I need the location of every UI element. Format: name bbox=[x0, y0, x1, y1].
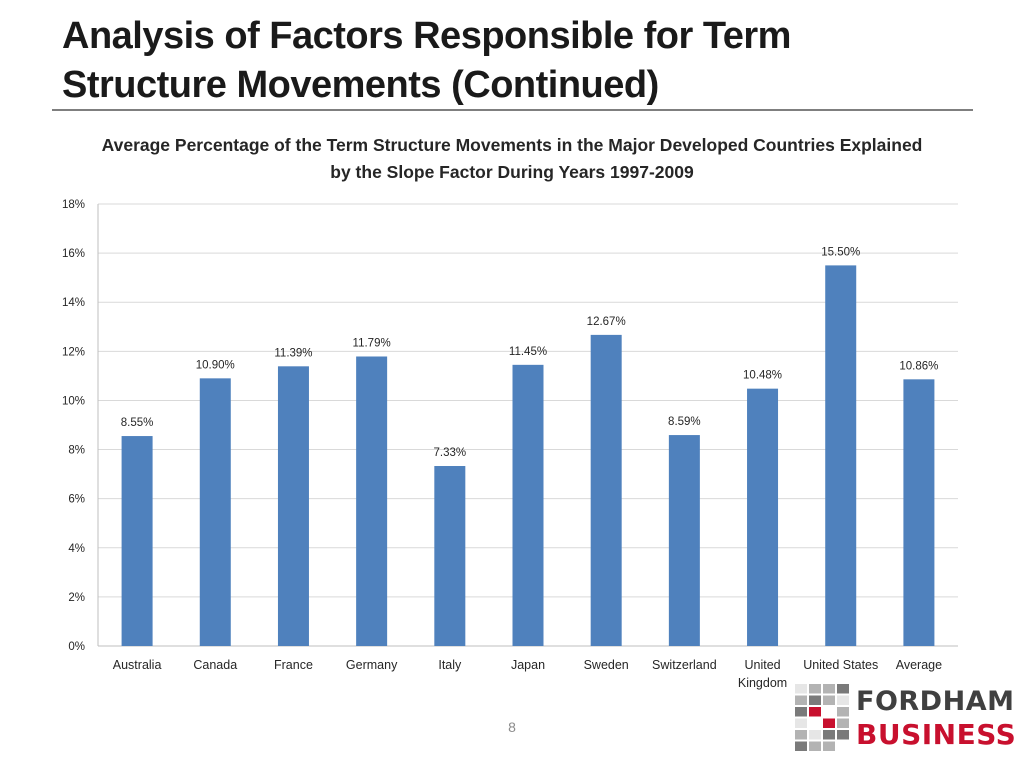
logo-text-fordham: FORDHAM bbox=[856, 686, 1015, 717]
y-tick-label: 8% bbox=[68, 445, 85, 457]
data-label: 11.45% bbox=[509, 346, 547, 358]
chart-title: Average Percentage of the Term Structure… bbox=[101, 135, 923, 182]
bar bbox=[121, 436, 153, 646]
bar bbox=[747, 388, 779, 646]
bar bbox=[903, 379, 935, 646]
slide-title: Analysis of Factors Responsible for Term… bbox=[62, 15, 791, 106]
page-number: 8 bbox=[508, 719, 516, 735]
logo-tile bbox=[809, 695, 821, 705]
logo-tile bbox=[823, 684, 835, 694]
y-tick-label: 6% bbox=[68, 494, 85, 506]
logo-tile bbox=[823, 707, 835, 717]
category-label: Average bbox=[896, 658, 942, 672]
y-tick-label: 14% bbox=[62, 297, 85, 309]
y-tick-label: 16% bbox=[62, 248, 85, 260]
y-tick-label: 4% bbox=[68, 543, 85, 555]
bar bbox=[434, 466, 466, 646]
logo-tile bbox=[823, 695, 835, 705]
y-tick-label: 12% bbox=[62, 346, 85, 358]
logo-tile bbox=[795, 684, 807, 694]
data-label: 15.50% bbox=[821, 246, 860, 258]
logo-tile bbox=[809, 707, 821, 717]
logo-tile bbox=[809, 718, 821, 728]
logo-tile bbox=[795, 741, 807, 751]
logo-tile bbox=[823, 718, 835, 728]
data-label: 11.39% bbox=[274, 347, 312, 359]
title-divider bbox=[52, 109, 973, 111]
data-label: 10.48% bbox=[743, 370, 782, 382]
category-label: Germany bbox=[346, 658, 398, 672]
fordham-business-logo: FORDHAM BUSINESS bbox=[794, 683, 1017, 754]
logo-tile bbox=[809, 730, 821, 740]
logo-tile bbox=[823, 730, 835, 740]
data-label: 11.79% bbox=[353, 337, 391, 349]
bar bbox=[590, 334, 622, 646]
logo-tile bbox=[795, 707, 807, 717]
data-label: 8.59% bbox=[668, 416, 701, 428]
bar bbox=[277, 366, 309, 646]
logo-tile bbox=[837, 718, 849, 728]
category-label: Canada bbox=[193, 658, 237, 672]
y-tick-label: 2% bbox=[68, 592, 85, 604]
bar bbox=[668, 435, 700, 646]
logo-tile bbox=[837, 695, 849, 705]
y-tick-label: 18% bbox=[62, 199, 85, 211]
logo-tile bbox=[837, 741, 849, 751]
logo-tile bbox=[823, 741, 835, 751]
logo-tile bbox=[795, 695, 807, 705]
logo-text-business: BUSINESS bbox=[856, 718, 1017, 751]
logo-tile bbox=[837, 707, 849, 717]
y-tick-label: 0% bbox=[68, 641, 85, 653]
logo-tile bbox=[809, 741, 821, 751]
data-label: 12.67% bbox=[587, 316, 626, 328]
category-label: Japan bbox=[511, 658, 545, 672]
category-label: Sweden bbox=[584, 658, 629, 672]
logo-tile bbox=[809, 684, 821, 694]
category-label: France bbox=[274, 658, 313, 672]
data-label: 10.86% bbox=[899, 360, 938, 372]
bar bbox=[512, 364, 544, 646]
logo-tile bbox=[795, 730, 807, 740]
logo-mosaic-icon bbox=[795, 684, 849, 751]
data-label: 10.90% bbox=[196, 359, 235, 371]
bar bbox=[356, 356, 388, 646]
bar bbox=[825, 265, 857, 646]
logo-tile bbox=[837, 684, 849, 694]
data-label: 8.55% bbox=[121, 417, 154, 429]
category-label: United Kingdom bbox=[738, 658, 787, 690]
logo-tile bbox=[795, 718, 807, 728]
category-label: Italy bbox=[438, 658, 462, 672]
category-label: Switzerland bbox=[652, 658, 717, 672]
bar bbox=[199, 378, 231, 646]
logo-tile bbox=[837, 730, 849, 740]
data-label: 7.33% bbox=[434, 447, 467, 459]
category-label: Australia bbox=[113, 658, 162, 672]
y-tick-label: 10% bbox=[62, 395, 85, 407]
category-label: United States bbox=[803, 658, 878, 672]
